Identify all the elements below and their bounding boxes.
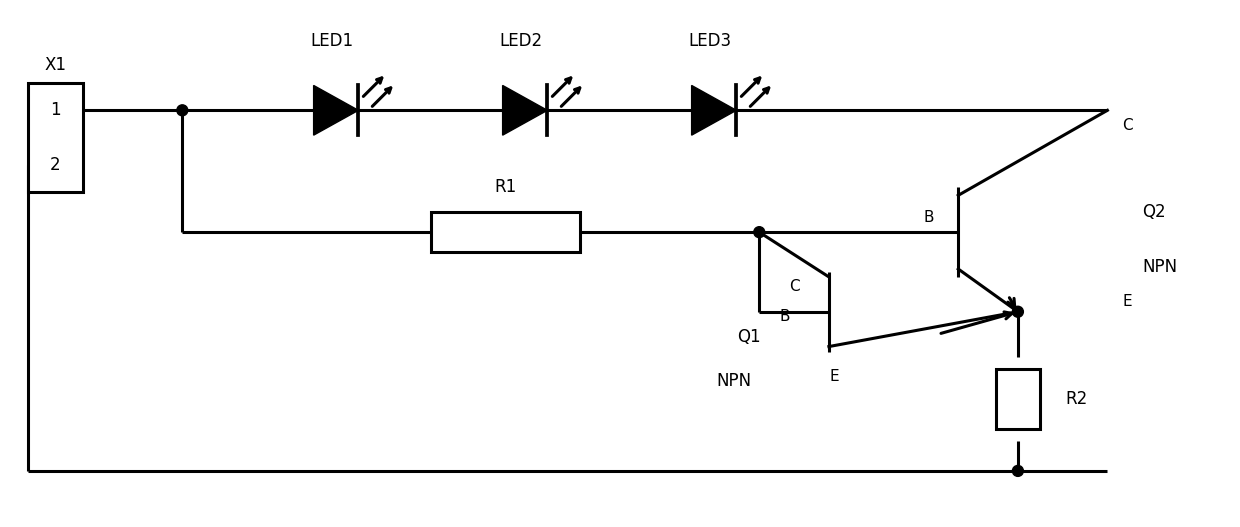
Text: Q1: Q1 (738, 328, 761, 346)
Circle shape (1012, 306, 1023, 317)
Text: R1: R1 (495, 179, 517, 197)
Text: 1: 1 (50, 101, 61, 119)
Polygon shape (692, 85, 737, 135)
Bar (432, 212, 580, 252)
Circle shape (177, 105, 187, 116)
Text: X1: X1 (45, 56, 67, 74)
Text: NPN: NPN (1142, 258, 1177, 276)
Text: Q2: Q2 (1142, 203, 1166, 221)
Text: LED1: LED1 (310, 32, 353, 50)
Circle shape (754, 227, 765, 238)
Text: LED2: LED2 (498, 32, 542, 50)
Polygon shape (314, 85, 358, 135)
Bar (996, 369, 1040, 428)
Bar (29, 83, 83, 192)
Text: E: E (830, 369, 838, 384)
Text: R2: R2 (1065, 390, 1087, 408)
Text: LED3: LED3 (688, 32, 732, 50)
Text: NPN: NPN (717, 373, 751, 391)
Text: B: B (923, 210, 934, 225)
Text: C: C (1122, 118, 1133, 133)
Circle shape (1012, 465, 1023, 476)
Text: E: E (1122, 294, 1132, 309)
Text: C: C (789, 279, 800, 295)
Text: 2: 2 (50, 156, 61, 174)
Polygon shape (502, 85, 547, 135)
Text: B: B (779, 309, 790, 324)
